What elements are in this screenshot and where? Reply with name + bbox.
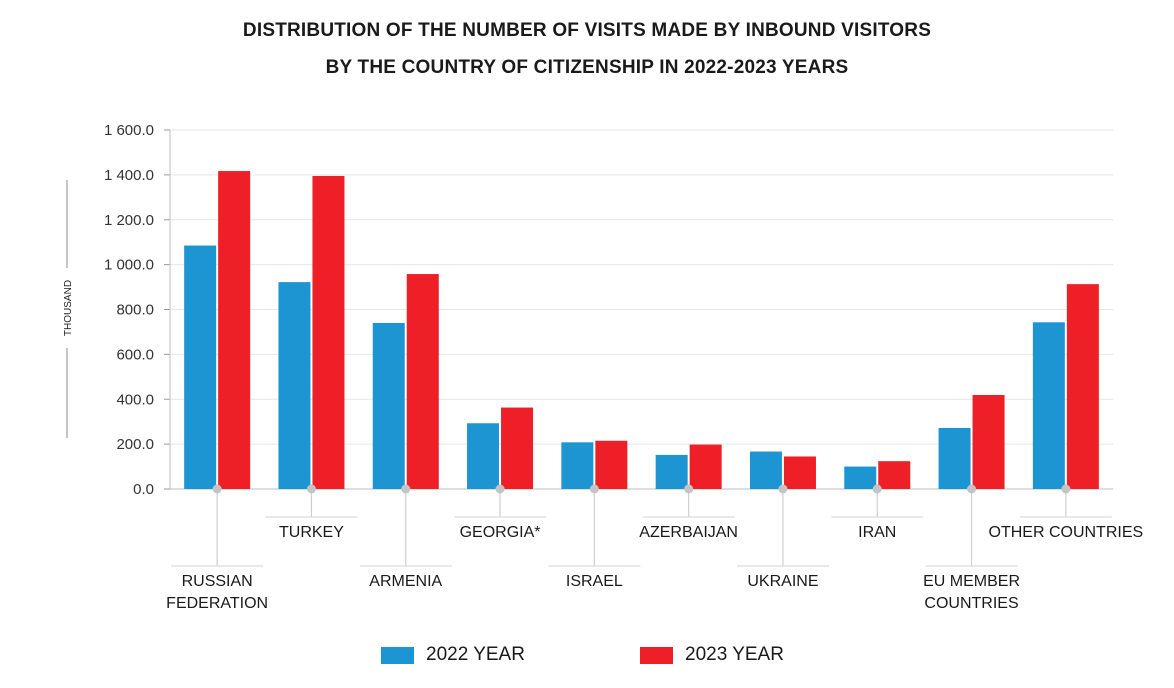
category-marker-dot [401, 484, 411, 494]
category-marker-dot [872, 484, 882, 494]
bar-2022 [184, 245, 217, 489]
category-marker-dot [1061, 484, 1071, 494]
bar-2023 [312, 175, 345, 489]
y-axis-label: THOUSAND [63, 280, 74, 336]
bar-2022 [938, 427, 971, 489]
category-label: EU MEMBER [923, 573, 1020, 590]
y-tick-label: 1 200.0 [104, 212, 154, 229]
bar-2022 [655, 454, 688, 489]
bar-2022 [278, 282, 311, 489]
category-label: ISRAEL [566, 573, 623, 590]
bar-2023 [878, 461, 911, 489]
y-tick-label: 1 400.0 [104, 167, 154, 184]
bar-2023 [595, 440, 628, 489]
category-label: IRAN [858, 524, 896, 541]
y-tick-label: 1 600.0 [104, 122, 154, 139]
bar-2023 [218, 171, 251, 490]
category-label: AZERBAIJAN [639, 524, 738, 541]
category-label: RUSSIAN [182, 573, 253, 590]
category-label: OTHER COUNTRIES [989, 524, 1144, 541]
bar-2023 [783, 456, 816, 489]
legend-swatch-2023 [640, 646, 673, 664]
bar-2023 [501, 407, 534, 489]
bar-2022 [1032, 322, 1065, 489]
category-marker-dot [589, 484, 599, 494]
y-tick-label: 0.0 [133, 481, 154, 498]
legend-item-2023: 2023 YEAR [640, 644, 784, 666]
chart-title-line-2: BY THE COUNTRY OF CITIZENSHIP IN 2022-20… [325, 57, 849, 78]
category-label: FEDERATION [166, 595, 268, 612]
category-label: GEORGIA* [460, 524, 541, 541]
category-marker-dot [684, 484, 694, 494]
category-label: COUNTRIES [924, 595, 1018, 612]
y-tick-label: 1 000.0 [104, 257, 154, 274]
y-tick-label: 400.0 [116, 391, 154, 408]
y-tick-label: 200.0 [116, 436, 154, 453]
category-marker-dot [778, 484, 788, 494]
category-label: UKRAINE [747, 573, 818, 590]
y-tick-label: 600.0 [116, 346, 154, 363]
bar-2023 [406, 274, 439, 489]
bar-2023 [689, 444, 722, 489]
legend-item-2022: 2022 YEAR [381, 644, 525, 666]
y-tick-label: 800.0 [116, 302, 154, 319]
category-label: TURKEY [279, 524, 344, 541]
legend-label-2023: 2023 YEAR [685, 644, 784, 665]
chart-title-line-1: DISTRIBUTION OF THE NUMBER OF VISITS MAD… [242, 20, 932, 41]
category-label: ARMENIA [369, 573, 442, 590]
category-marker-dot [212, 484, 222, 494]
legend-label-2022: 2022 YEAR [426, 644, 525, 665]
bar-2022 [372, 322, 405, 489]
bar-2022 [561, 442, 594, 489]
bar-2023 [972, 394, 1005, 489]
bar-2023 [1066, 284, 1099, 489]
category-marker-dot [306, 484, 316, 494]
category-marker-dot [495, 484, 505, 494]
bar-2022 [749, 451, 782, 489]
bar-2022 [467, 423, 500, 489]
bar-2022 [844, 466, 877, 489]
category-marker-dot [967, 484, 977, 494]
legend-swatch-2022 [381, 646, 414, 664]
